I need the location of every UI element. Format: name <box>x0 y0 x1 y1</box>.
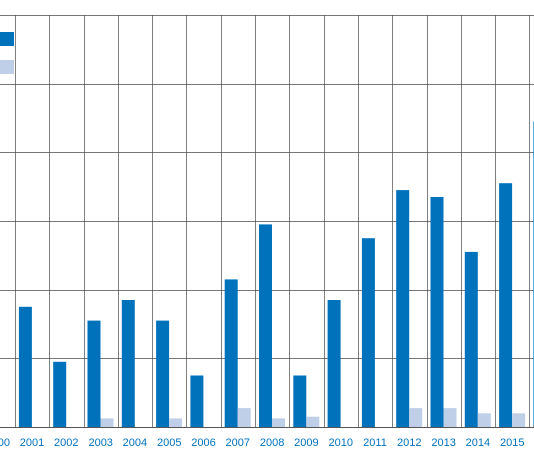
bar-series-1-2014 <box>464 251 478 427</box>
bar-series-1-2010 <box>327 300 341 427</box>
x-tick-label-2001: 2001 <box>20 437 44 449</box>
x-tick-label-2012: 2012 <box>397 437 421 449</box>
legend <box>0 32 14 74</box>
grid-lines <box>0 15 534 428</box>
bar-series-1-2002 <box>53 361 67 427</box>
bar-series-1-2009 <box>293 375 307 427</box>
bar-series-1-2007 <box>224 279 238 427</box>
bars <box>18 121 534 428</box>
bar-series-1-2003 <box>87 320 101 427</box>
bar-series-1-2004 <box>121 300 135 427</box>
bar-series-2-2005 <box>169 418 183 427</box>
bar-series-1-2013 <box>430 197 444 427</box>
bar-series-2-2008 <box>272 418 285 427</box>
x-tick-label-2000: 2000 <box>0 437 10 449</box>
x-axis-tick-labels: 2000 2001 2002 2003 2004 2005 2006 2007 2008 2009… <box>0 437 525 449</box>
bar-series-1-2006 <box>190 375 204 427</box>
bar-series-2-2003 <box>100 418 114 427</box>
bar-series-1-2015 <box>499 183 513 427</box>
bar-series-1-2001 <box>18 306 32 427</box>
x-tick-label-2005: 2005 <box>157 437 181 449</box>
x-tick-label-2011: 2011 <box>363 437 387 449</box>
x-tick-label-2013: 2013 <box>431 437 455 449</box>
x-tick-label-2009: 2009 <box>294 437 318 449</box>
x-tick-label-2014: 2014 <box>466 437 490 449</box>
x-tick-label-2003: 2003 <box>88 437 112 449</box>
x-tick-label-2004: 2004 <box>123 437 147 449</box>
bar-series-2-2007 <box>237 408 251 427</box>
bar-series-1-2012 <box>396 190 410 427</box>
x-tick-label-2006: 2006 <box>191 437 215 449</box>
x-tick-label-2015: 2015 <box>500 437 524 449</box>
bar-series-2-2013 <box>443 408 457 427</box>
x-tick-label-2010: 2010 <box>329 437 353 449</box>
x-tick-label-2007: 2007 <box>226 437 250 449</box>
x-tick-label-2002: 2002 <box>54 437 78 449</box>
bar-series-1-2005 <box>156 320 170 427</box>
bar-series-1-2011 <box>361 238 375 427</box>
bar-series-2-2014 <box>477 413 491 427</box>
bar-series-2-2015 <box>512 413 526 427</box>
legend-swatch-series-1 <box>0 32 14 46</box>
legend-swatch-series-2 <box>0 60 14 74</box>
bar-series-1-2008 <box>259 224 272 427</box>
bar-series-2-2009 <box>306 416 320 427</box>
x-tick-label-2008: 2008 <box>260 437 284 449</box>
bar-series-2-2012 <box>409 408 423 427</box>
